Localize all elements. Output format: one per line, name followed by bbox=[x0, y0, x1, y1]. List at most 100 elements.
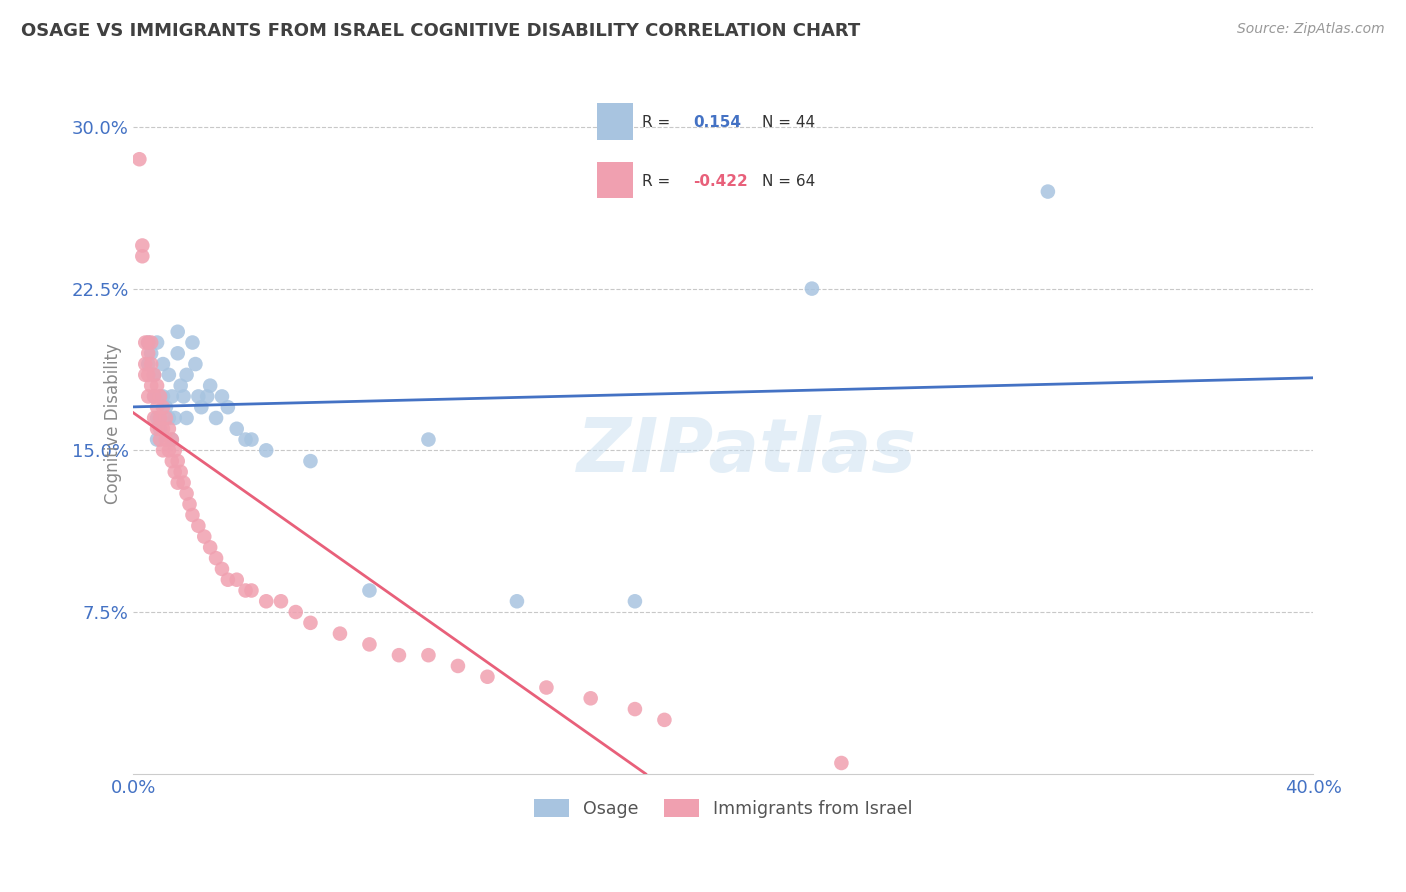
Point bbox=[134, 335, 156, 350]
Point bbox=[152, 443, 174, 458]
Point bbox=[160, 433, 183, 447]
Point bbox=[217, 401, 239, 415]
Point bbox=[506, 594, 529, 608]
Point bbox=[195, 389, 218, 403]
Point bbox=[418, 433, 440, 447]
Point bbox=[240, 433, 263, 447]
Point bbox=[176, 411, 198, 425]
Point bbox=[163, 443, 186, 458]
Point bbox=[254, 443, 277, 458]
Point bbox=[157, 368, 180, 382]
Point bbox=[155, 411, 177, 425]
Point bbox=[190, 401, 212, 415]
Point bbox=[166, 475, 188, 490]
Point bbox=[235, 433, 257, 447]
Point bbox=[152, 422, 174, 436]
Text: ZIPatlas: ZIPatlas bbox=[576, 415, 917, 488]
Point bbox=[624, 594, 647, 608]
Point bbox=[179, 497, 201, 511]
Point bbox=[176, 486, 198, 500]
Point bbox=[143, 411, 166, 425]
Point bbox=[149, 433, 172, 447]
Legend: Osage, Immigrants from Israel: Osage, Immigrants from Israel bbox=[527, 792, 920, 825]
Point bbox=[149, 389, 172, 403]
Point bbox=[170, 378, 193, 392]
Point bbox=[1036, 185, 1059, 199]
Point bbox=[181, 335, 204, 350]
Point bbox=[146, 422, 169, 436]
Point bbox=[225, 573, 247, 587]
Point bbox=[240, 583, 263, 598]
Point bbox=[149, 422, 172, 436]
Point bbox=[654, 713, 676, 727]
Point bbox=[388, 648, 411, 663]
Point bbox=[157, 443, 180, 458]
Point bbox=[205, 551, 228, 566]
Point bbox=[173, 475, 195, 490]
Point bbox=[131, 238, 153, 252]
Point bbox=[134, 357, 156, 371]
Point bbox=[136, 335, 159, 350]
Point bbox=[157, 411, 180, 425]
Point bbox=[225, 422, 247, 436]
Point bbox=[136, 357, 159, 371]
Point bbox=[143, 368, 166, 382]
Point bbox=[235, 583, 257, 598]
Point bbox=[166, 454, 188, 468]
Point bbox=[536, 681, 558, 695]
Point bbox=[254, 594, 277, 608]
Point bbox=[155, 433, 177, 447]
Point bbox=[447, 659, 470, 673]
Point bbox=[152, 401, 174, 415]
Point bbox=[187, 518, 209, 533]
Point bbox=[198, 541, 221, 555]
Point bbox=[134, 368, 156, 382]
Point bbox=[149, 411, 172, 425]
Point bbox=[143, 389, 166, 403]
Point bbox=[170, 465, 193, 479]
Point bbox=[284, 605, 307, 619]
Point bbox=[418, 648, 440, 663]
Y-axis label: Cognitive Disability: Cognitive Disability bbox=[104, 343, 122, 504]
Point bbox=[830, 756, 852, 770]
Point bbox=[217, 573, 239, 587]
Point bbox=[181, 508, 204, 522]
Point bbox=[163, 411, 186, 425]
Point bbox=[477, 670, 499, 684]
Point bbox=[149, 389, 172, 403]
Point bbox=[141, 346, 163, 360]
Point bbox=[141, 335, 163, 350]
Point bbox=[146, 411, 169, 425]
Point bbox=[155, 401, 177, 415]
Point bbox=[136, 368, 159, 382]
Point bbox=[198, 378, 221, 392]
Point bbox=[136, 335, 159, 350]
Point bbox=[299, 454, 322, 468]
Point bbox=[359, 637, 381, 651]
Point bbox=[146, 378, 169, 392]
Point bbox=[205, 411, 228, 425]
Point bbox=[131, 249, 153, 263]
Point bbox=[193, 530, 215, 544]
Point bbox=[299, 615, 322, 630]
Point bbox=[160, 433, 183, 447]
Point bbox=[143, 389, 166, 403]
Point bbox=[579, 691, 602, 706]
Point bbox=[211, 562, 233, 576]
Point bbox=[211, 389, 233, 403]
Point bbox=[152, 389, 174, 403]
Point bbox=[146, 433, 169, 447]
Point bbox=[152, 357, 174, 371]
Point bbox=[187, 389, 209, 403]
Point bbox=[160, 454, 183, 468]
Point bbox=[270, 594, 292, 608]
Point bbox=[157, 422, 180, 436]
Point bbox=[329, 626, 352, 640]
Point bbox=[141, 378, 163, 392]
Point bbox=[173, 389, 195, 403]
Point bbox=[176, 368, 198, 382]
Point bbox=[359, 583, 381, 598]
Text: OSAGE VS IMMIGRANTS FROM ISRAEL COGNITIVE DISABILITY CORRELATION CHART: OSAGE VS IMMIGRANTS FROM ISRAEL COGNITIV… bbox=[21, 22, 860, 40]
Text: Source: ZipAtlas.com: Source: ZipAtlas.com bbox=[1237, 22, 1385, 37]
Point bbox=[146, 335, 169, 350]
